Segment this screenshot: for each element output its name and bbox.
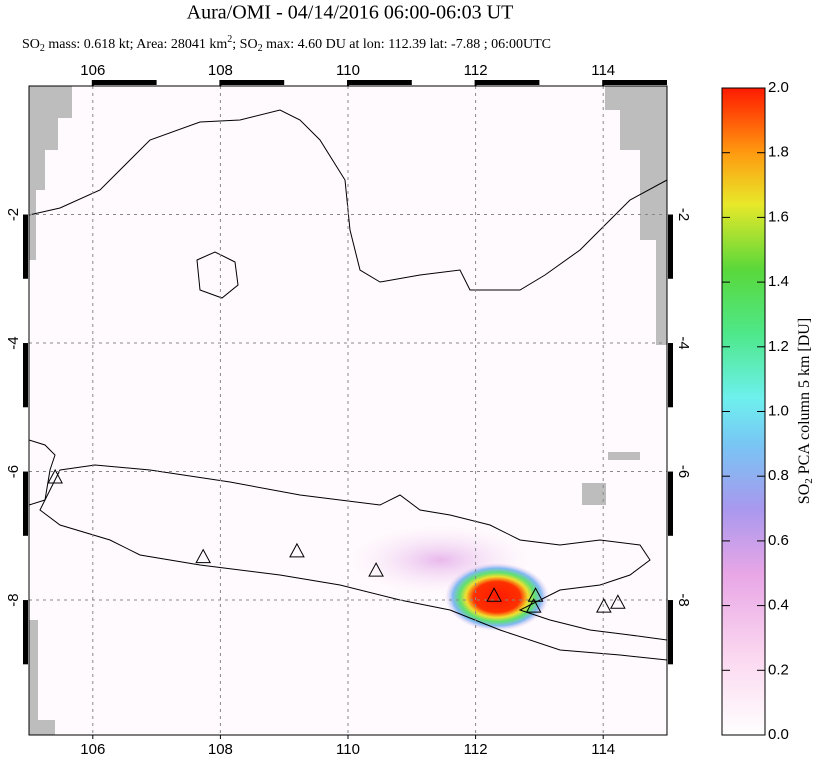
x-tick-label: 106 <box>80 62 105 79</box>
x-tick-label: 110 <box>336 741 360 758</box>
marks <box>47 468 626 613</box>
frame-segment <box>475 80 540 85</box>
so2-plume <box>445 563 549 631</box>
x-tick-label: 112 <box>464 741 488 758</box>
volcano-marker <box>486 587 502 602</box>
frame-segment <box>23 471 28 536</box>
x-tick-label: 110 <box>336 62 360 79</box>
no-data <box>29 86 72 260</box>
x-tick-label: 108 <box>208 741 233 758</box>
subtitle-part: max: 4.60 DU at lon: 112.39 lat: -7.88 ;… <box>263 37 551 52</box>
no-data <box>29 620 55 735</box>
subtitle-part: ; SO <box>232 37 257 52</box>
x-tick-label: 106 <box>80 741 105 758</box>
colorbar-tick-label: 1.0 <box>768 402 789 419</box>
colorbar-tick-label: 1.4 <box>768 273 789 290</box>
volcano-marker <box>195 548 212 564</box>
frame-segment <box>220 80 285 85</box>
title: Aura/OMI - 04/14/2016 06:00-06:03 UT <box>187 2 514 24</box>
x-tick-label: 114 <box>591 741 615 758</box>
volcano-marker <box>527 587 544 602</box>
colorbar-tick-label: 1.6 <box>768 208 789 225</box>
superscript: 2 <box>227 34 232 45</box>
colorbar-tick-label: 1.8 <box>768 144 789 161</box>
subscript: 2 <box>40 43 45 54</box>
y-tick-label: -2 <box>5 208 22 221</box>
colorbar-label-part: SO <box>796 484 813 504</box>
y-tick-label: -4 <box>675 336 692 349</box>
colorbar-label-part: PCA column 5 km [DU] <box>796 318 813 478</box>
colorbar-label: SO2 PCA column 5 km [DU] <box>796 318 815 504</box>
frame-segment <box>668 343 673 408</box>
x-tick-label: 114 <box>591 62 615 79</box>
colorbar-tick-label: 0.2 <box>768 661 789 678</box>
x-tick-label: 112 <box>464 62 488 79</box>
frame <box>28 85 668 736</box>
coastline <box>29 439 56 506</box>
y-tick-label: -8 <box>5 593 22 606</box>
frame-segment <box>92 80 157 85</box>
y-tick-label: -6 <box>5 465 22 478</box>
volcano-marker <box>610 594 626 609</box>
coastline <box>196 251 239 299</box>
grid <box>23 80 673 739</box>
frame-segment <box>348 80 412 85</box>
y-tick-label: -8 <box>675 593 692 606</box>
subtitle: SO2 mass: 0.618 kt; Area: 28041 km2; SO2… <box>22 34 551 54</box>
no-data <box>582 452 640 505</box>
colorbar-tick-label: 2.0 <box>768 79 789 96</box>
y-tick-label: -6 <box>675 465 692 478</box>
volcano-marker <box>47 468 63 484</box>
coastline-java <box>39 464 667 661</box>
y-tick-label: -2 <box>675 208 692 221</box>
subscript: 2 <box>803 478 815 484</box>
colorbar-tick-label: 0.4 <box>768 597 789 614</box>
frame-segment <box>603 80 667 85</box>
y-tick-label: -4 <box>5 336 22 349</box>
colorbar-tick-label: 0.6 <box>768 532 789 549</box>
colorbar-tick-label: 1.2 <box>768 338 789 355</box>
volcano-marker <box>289 542 305 558</box>
subscript: 2 <box>258 43 263 54</box>
frame-segment <box>668 214 673 279</box>
colorbar-tick-label: 0.0 <box>768 726 789 743</box>
subtitle-part: mass: 0.618 kt; Area: 28041 km <box>45 37 227 52</box>
coastline <box>29 109 667 291</box>
frame-segment <box>668 600 673 665</box>
colorbar-tick-label: 0.8 <box>768 467 789 484</box>
volcano-marker <box>525 598 542 613</box>
x-tick-label: 108 <box>208 62 233 79</box>
frame-segment <box>23 343 28 408</box>
volcano-marker <box>368 562 384 577</box>
subtitle-part: SO <box>22 37 40 52</box>
frame-segment <box>23 600 28 665</box>
frame-segment <box>23 214 28 279</box>
frame-segment <box>668 471 673 536</box>
volcano-marker <box>596 598 612 613</box>
no-data <box>605 86 667 345</box>
